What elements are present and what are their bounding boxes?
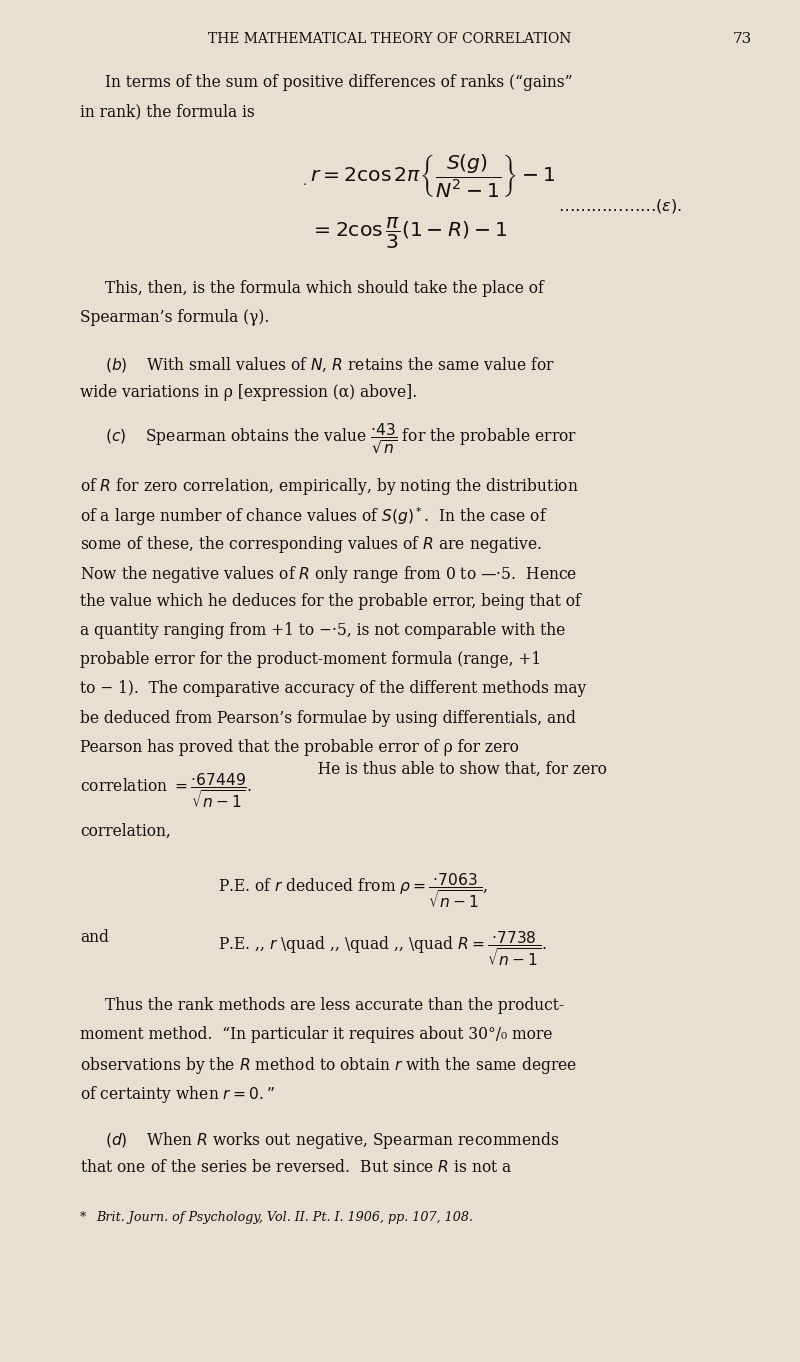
Text: in rank) the formula is: in rank) the formula is (80, 104, 254, 120)
Text: that one of the series be reversed.  But since $R$ is not a: that one of the series be reversed. But … (80, 1159, 513, 1175)
Text: He is thus able to show that, for zero: He is thus able to show that, for zero (308, 761, 607, 778)
Text: Brit. Journ. of Psychology, Vol. II. Pt. I. 1906, pp. 107, 108.: Brit. Journ. of Psychology, Vol. II. Pt.… (96, 1211, 473, 1224)
Text: of $R$ for zero correlation, empirically, by noting the distribution: of $R$ for zero correlation, empirically… (80, 475, 579, 497)
Text: Now the negative values of $R$ only range from 0 to —·5.  Hence: Now the negative values of $R$ only rang… (80, 564, 578, 584)
Text: THE MATHEMATICAL THEORY OF CORRELATION: THE MATHEMATICAL THEORY OF CORRELATION (208, 31, 572, 46)
Text: to − 1).  The comparative accuracy of the different methods may: to − 1). The comparative accuracy of the… (80, 681, 586, 697)
Text: correlation $= \dfrac{\cdot67449}{\sqrt{n-1}}$.: correlation $= \dfrac{\cdot67449}{\sqrt{… (80, 771, 252, 809)
Text: P.E. of $r$ deduced from $\rho = \dfrac{\cdot7063}{\sqrt{n-1}}$,: P.E. of $r$ deduced from $\rho = \dfrac{… (218, 870, 488, 910)
Text: Spearman’s formula (γ).: Spearman’s formula (γ). (80, 309, 270, 327)
Text: and: and (80, 929, 109, 945)
Text: observations by the $R$ method to obtain $r$ with the same degree: observations by the $R$ method to obtain… (80, 1056, 577, 1076)
Text: 73: 73 (733, 31, 752, 46)
Text: $(c)$    Spearman obtains the value $\dfrac{\cdot43}{\sqrt{n}}$ for the probable: $(c)$ Spearman obtains the value $\dfrac… (105, 421, 577, 455)
Text: moment method.  “In particular it requires about 30°/₀ more: moment method. “In particular it require… (80, 1026, 552, 1043)
Text: $r = 2\cos 2\pi \left\{\dfrac{S(g)}{N^2 - 1}\right\} - 1$: $r = 2\cos 2\pi \left\{\dfrac{S(g)}{N^2 … (310, 153, 556, 200)
Text: of a large number of chance values of $S(g)^*$.  In the case of: of a large number of chance values of $S… (80, 505, 548, 528)
Text: Pearson has proved that the probable error of ρ for zero: Pearson has proved that the probable err… (80, 738, 519, 756)
Text: of certainty when $r = 0.$”: of certainty when $r = 0.$” (80, 1084, 274, 1106)
Text: the value which he deduces for the probable error, being that of: the value which he deduces for the proba… (80, 592, 581, 610)
Text: $\cdot$: $\cdot$ (302, 177, 306, 191)
Text: *: * (80, 1211, 86, 1224)
Text: $= 2\cos\dfrac{\pi}{3}(1-R) - 1$: $= 2\cos\dfrac{\pi}{3}(1-R) - 1$ (310, 215, 507, 251)
Text: correlation,: correlation, (80, 823, 170, 840)
Text: $\ldots\ldots\ldots\ldots\ldots\ldots(\varepsilon).$: $\ldots\ldots\ldots\ldots\ldots\ldots(\v… (558, 197, 682, 215)
Text: Thus the rank methods are less accurate than the product-: Thus the rank methods are less accurate … (105, 997, 564, 1013)
Text: This, then, is the formula which should take the place of: This, then, is the formula which should … (105, 281, 544, 297)
Text: P.E. ,, $r$ \quad ,, \quad ,, \quad $R = \dfrac{\cdot7738}{\sqrt{n-1}}$.: P.E. ,, $r$ \quad ,, \quad ,, \quad $R =… (218, 929, 547, 967)
Text: a quantity ranging from +1 to −·5, is not comparable with the: a quantity ranging from +1 to −·5, is no… (80, 622, 566, 639)
Text: $(d)$    When $R$ works out negative, Spearman recommends: $(d)$ When $R$ works out negative, Spear… (105, 1129, 560, 1151)
Text: wide variations in ρ [expression (α) above].: wide variations in ρ [expression (α) abo… (80, 384, 418, 400)
Text: In terms of the sum of positive differences of ranks (“gains”: In terms of the sum of positive differen… (105, 74, 573, 91)
Text: probable error for the product-moment formula (range, +1: probable error for the product-moment fo… (80, 651, 541, 669)
Text: be deduced from Pearson’s formulae by using differentials, and: be deduced from Pearson’s formulae by us… (80, 710, 576, 726)
Text: $(b)$    With small values of $N$, $R$ retains the same value for: $(b)$ With small values of $N$, $R$ reta… (105, 354, 555, 373)
Text: some of these, the corresponding values of $R$ are negative.: some of these, the corresponding values … (80, 534, 542, 556)
